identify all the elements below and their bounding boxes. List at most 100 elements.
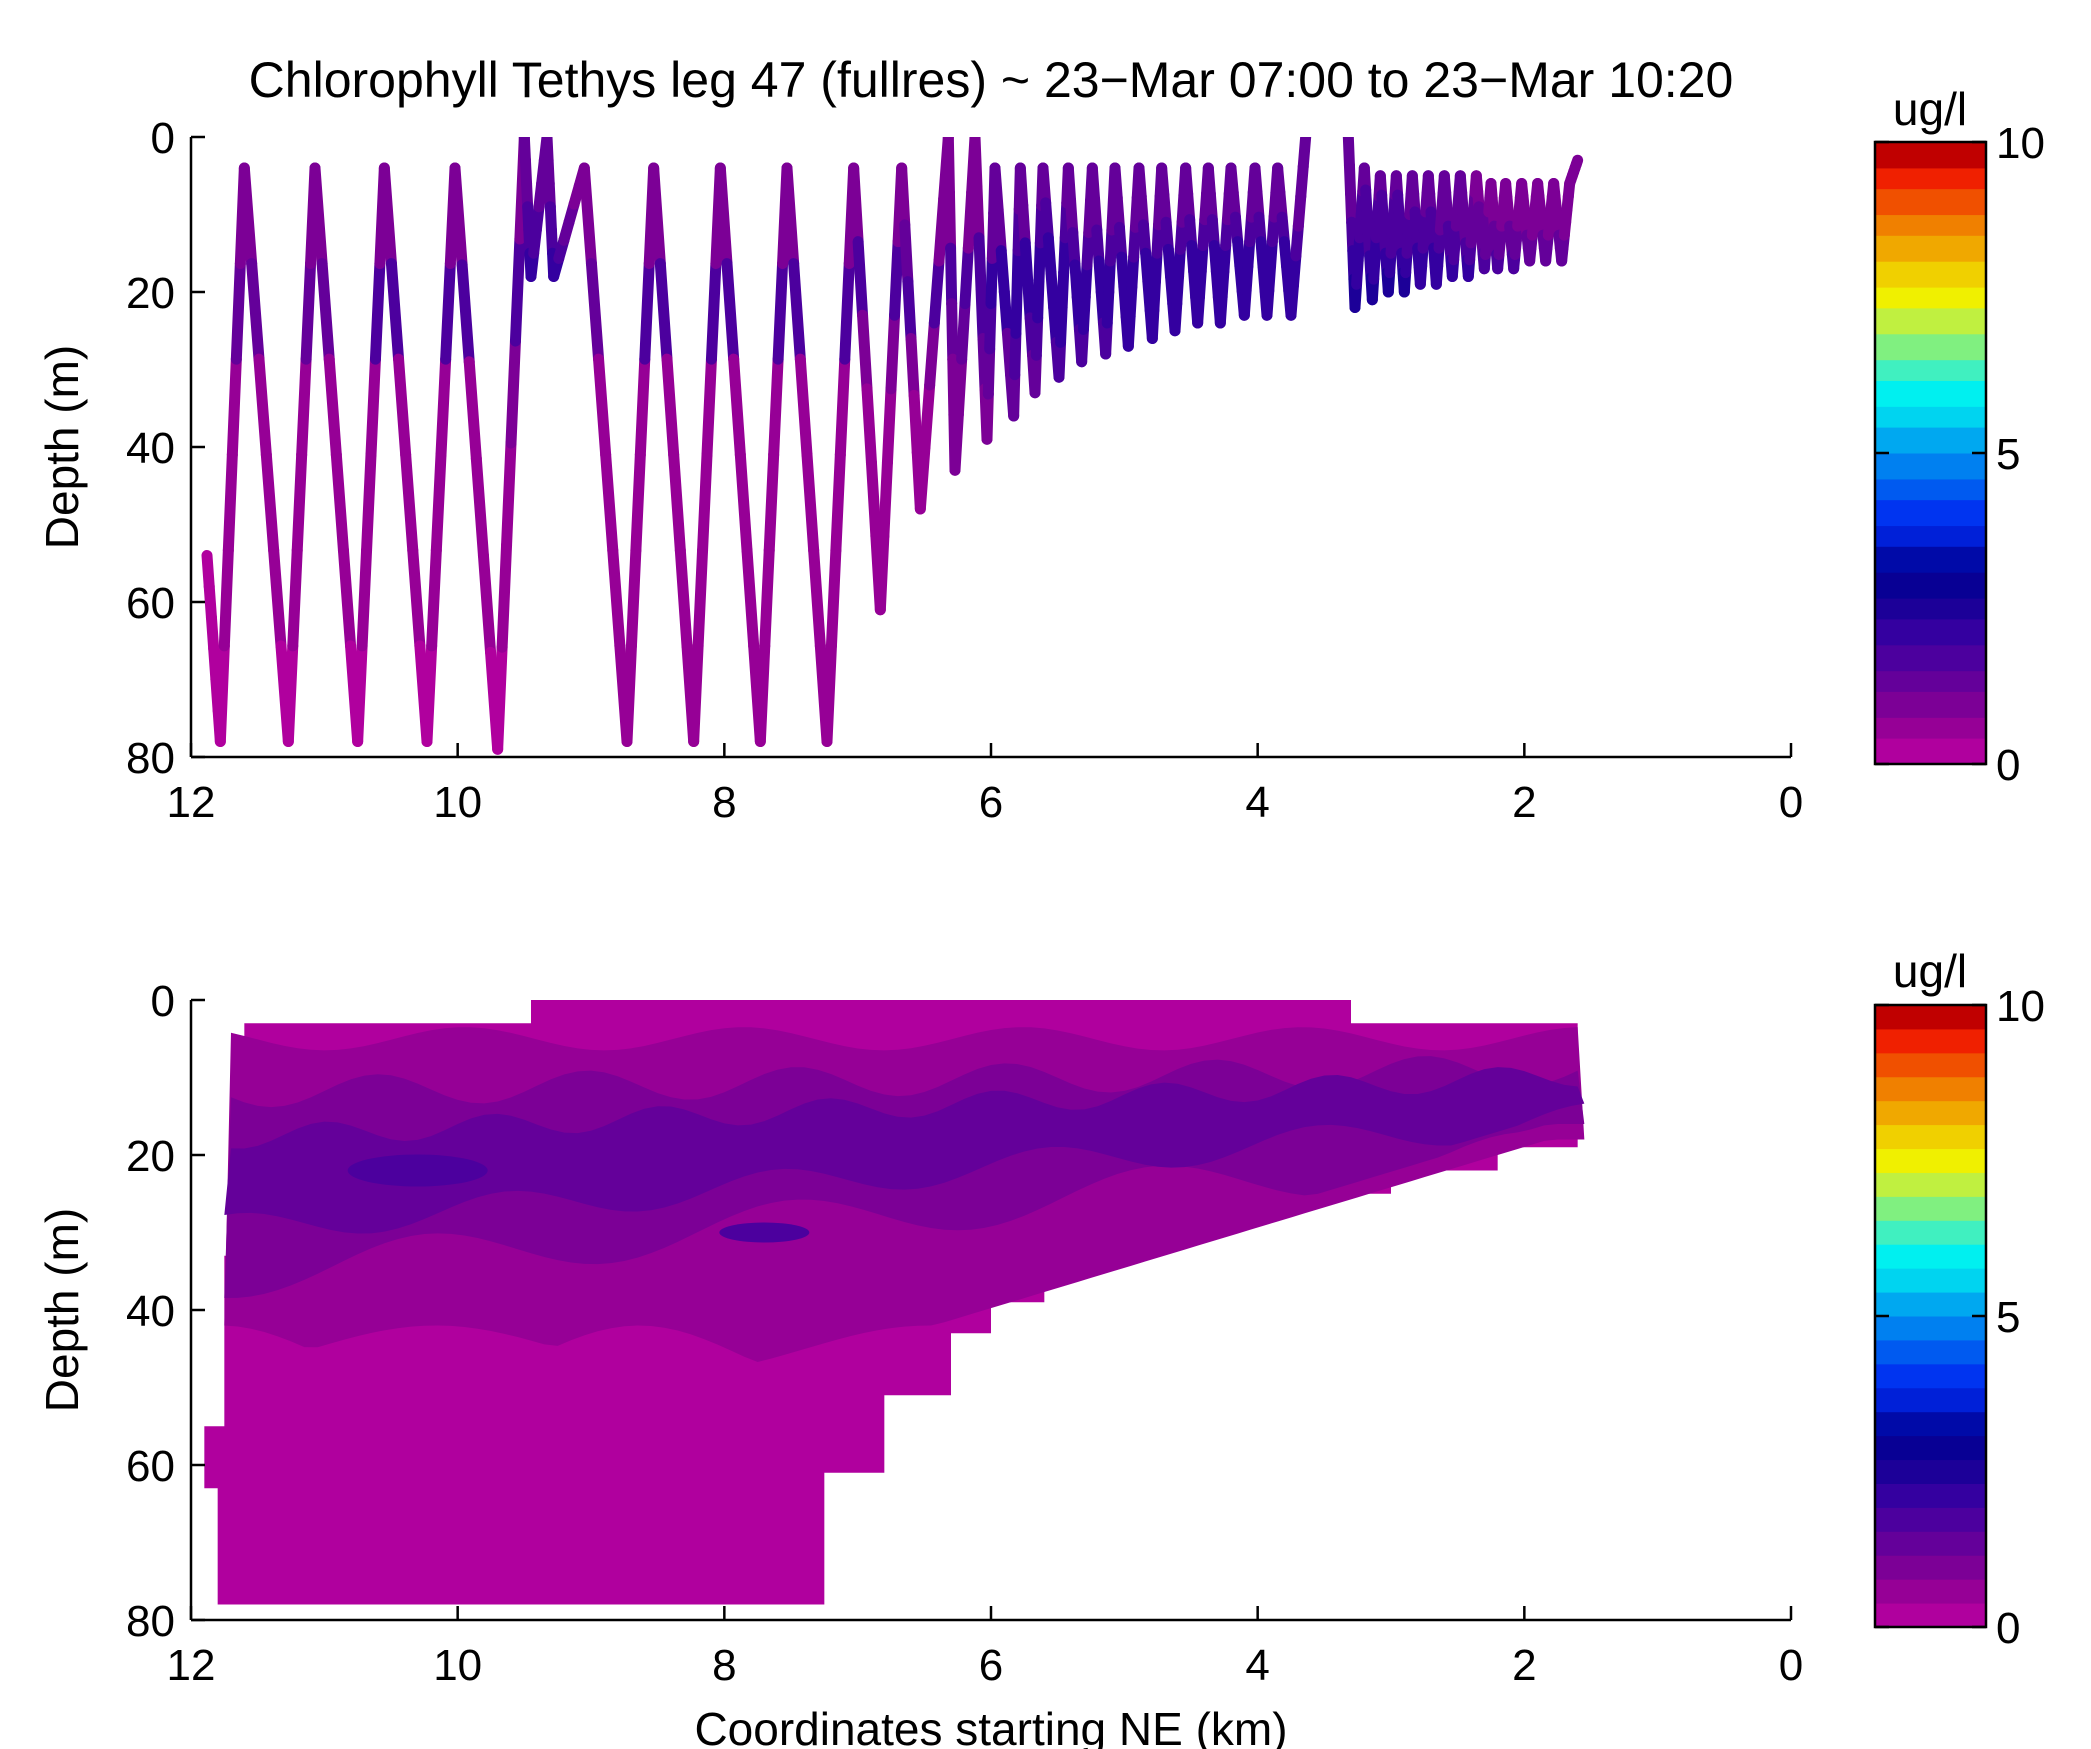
track-segment: [781, 162, 800, 270]
colorbar-gradient-step: [1875, 426, 1986, 433]
colorbar-gradient-step: [1875, 483, 1986, 490]
colorbar-gradient-step: [1875, 618, 1986, 625]
track-segment: [946, 298, 959, 365]
bottom-colorbar: ug/l 0 5 10: [1873, 945, 2045, 1653]
bottom-x-tick-label: 12: [167, 1641, 216, 1690]
track-segment: [989, 162, 1004, 215]
colorbar-gradient-step: [1875, 431, 1986, 438]
track-segment: [1029, 349, 1042, 399]
colorbar-gradient-step: [1875, 722, 1986, 729]
track-segment: [668, 449, 686, 556]
track-segment: [1033, 237, 1046, 286]
colorbar-gradient-step: [1875, 514, 1986, 521]
track-segment: [1056, 267, 1070, 313]
track-segment: [501, 437, 517, 551]
colorbar-level-step: [1875, 1267, 1986, 1293]
track-segment: [885, 309, 901, 395]
track-segment: [593, 353, 612, 461]
colorbar-gradient-step: [1875, 628, 1986, 635]
colorbar-gradient-step: [1875, 255, 1986, 262]
track-segment: [585, 258, 605, 365]
colorbar-level-step: [1875, 1530, 1986, 1556]
top-x-ticks: 12 10 8 6 4 2 0: [167, 743, 1803, 827]
track-segment: [470, 453, 489, 561]
colorbar-gradient-step: [1875, 276, 1986, 283]
colorbar-gradient-step: [1875, 571, 1986, 578]
track-segment: [426, 544, 442, 652]
colorbar-gradient-step: [1875, 680, 1986, 687]
track-segment: [1058, 232, 1071, 279]
colorbar-gradient-step: [1875, 281, 1986, 288]
colorbar-gradient-step: [1875, 359, 1986, 366]
track-segment: [933, 193, 950, 267]
track-segment: [721, 258, 740, 365]
track-segment: [942, 137, 955, 199]
colorbar-gradient-step: [1875, 385, 1986, 392]
track-segment: [291, 449, 308, 556]
track-segment: [1017, 199, 1031, 249]
track-segment: [1040, 197, 1054, 244]
bottom-colorbar-tick-label: 10: [1996, 982, 2045, 1031]
colorbar-gradient-step: [1875, 649, 1986, 656]
track-segment: [661, 353, 680, 461]
colorbar-gradient-step: [1875, 234, 1986, 241]
track-segment: [337, 544, 357, 652]
track-segment: [874, 530, 890, 616]
colorbar-gradient-step: [1875, 421, 1986, 428]
track-segment: [393, 353, 412, 461]
track-segment: [705, 258, 722, 365]
colorbar-gradient-step: [1875, 690, 1986, 698]
top-y-tick-label: 20: [126, 269, 175, 318]
track-segment: [578, 162, 597, 270]
colorbar-gradient-step: [1875, 633, 1986, 641]
colorbar-gradient-step: [1875, 670, 1986, 677]
bottom-x-tick-label: 4: [1245, 1641, 1269, 1690]
track-segment: [463, 356, 482, 465]
colorbar-gradient-step: [1875, 468, 1986, 475]
colorbar-gradient-step: [1875, 675, 1986, 682]
colorbar-gradient-step: [1875, 364, 1986, 371]
track-segment: [621, 640, 637, 747]
track-segment: [400, 449, 419, 556]
track-segment: [1032, 274, 1045, 324]
track-segment: [973, 232, 987, 294]
track-segment: [509, 233, 526, 347]
colorbar-level-step: [1875, 1219, 1986, 1245]
colorbar-gradient-step: [1875, 322, 1986, 330]
colorbar-gradient-step: [1875, 400, 1986, 407]
colorbar-gradient-step: [1875, 188, 1986, 195]
colorbar-gradient-step: [1875, 250, 1986, 257]
track-segment: [365, 353, 381, 461]
colorbar-gradient-step: [1875, 436, 1986, 444]
track-segment: [296, 353, 312, 461]
colorbar-gradient-step: [1875, 141, 1986, 148]
track-segment: [788, 258, 806, 365]
bottom-x-ticks: 12 10 8 6 4 2 0: [167, 1606, 1803, 1690]
track-segment: [492, 641, 508, 755]
track-segment: [982, 343, 996, 400]
track-segment: [226, 353, 242, 461]
track-segment: [984, 298, 997, 355]
track-segment: [246, 258, 265, 365]
track-segment: [905, 333, 920, 401]
colorbar-gradient-step: [1875, 758, 1986, 765]
colorbar-level-step: [1875, 1578, 1986, 1604]
colorbar-gradient-step: [1875, 701, 1986, 708]
colorbar-gradient-step: [1875, 644, 1986, 651]
colorbar-gradient-step: [1875, 639, 1986, 646]
colorbar-gradient-step: [1875, 587, 1986, 594]
colorbar-gradient-step: [1875, 291, 1986, 298]
colorbar-gradient-step: [1875, 162, 1986, 169]
bottom-y-tick-label: 80: [126, 1597, 175, 1646]
colorbar-gradient-step: [1875, 488, 1986, 495]
track-segment: [435, 353, 452, 461]
colorbar-gradient-step: [1875, 654, 1986, 661]
track-segment: [959, 242, 974, 310]
bottom-x-tick-label: 8: [712, 1641, 736, 1690]
colorbar-gradient-step: [1875, 260, 1986, 267]
track-segment: [962, 187, 978, 254]
track-segment: [971, 181, 985, 244]
colorbar-level-step: [1875, 1052, 1986, 1078]
track-segment: [361, 449, 377, 556]
colorbar-gradient-step: [1875, 317, 1986, 324]
